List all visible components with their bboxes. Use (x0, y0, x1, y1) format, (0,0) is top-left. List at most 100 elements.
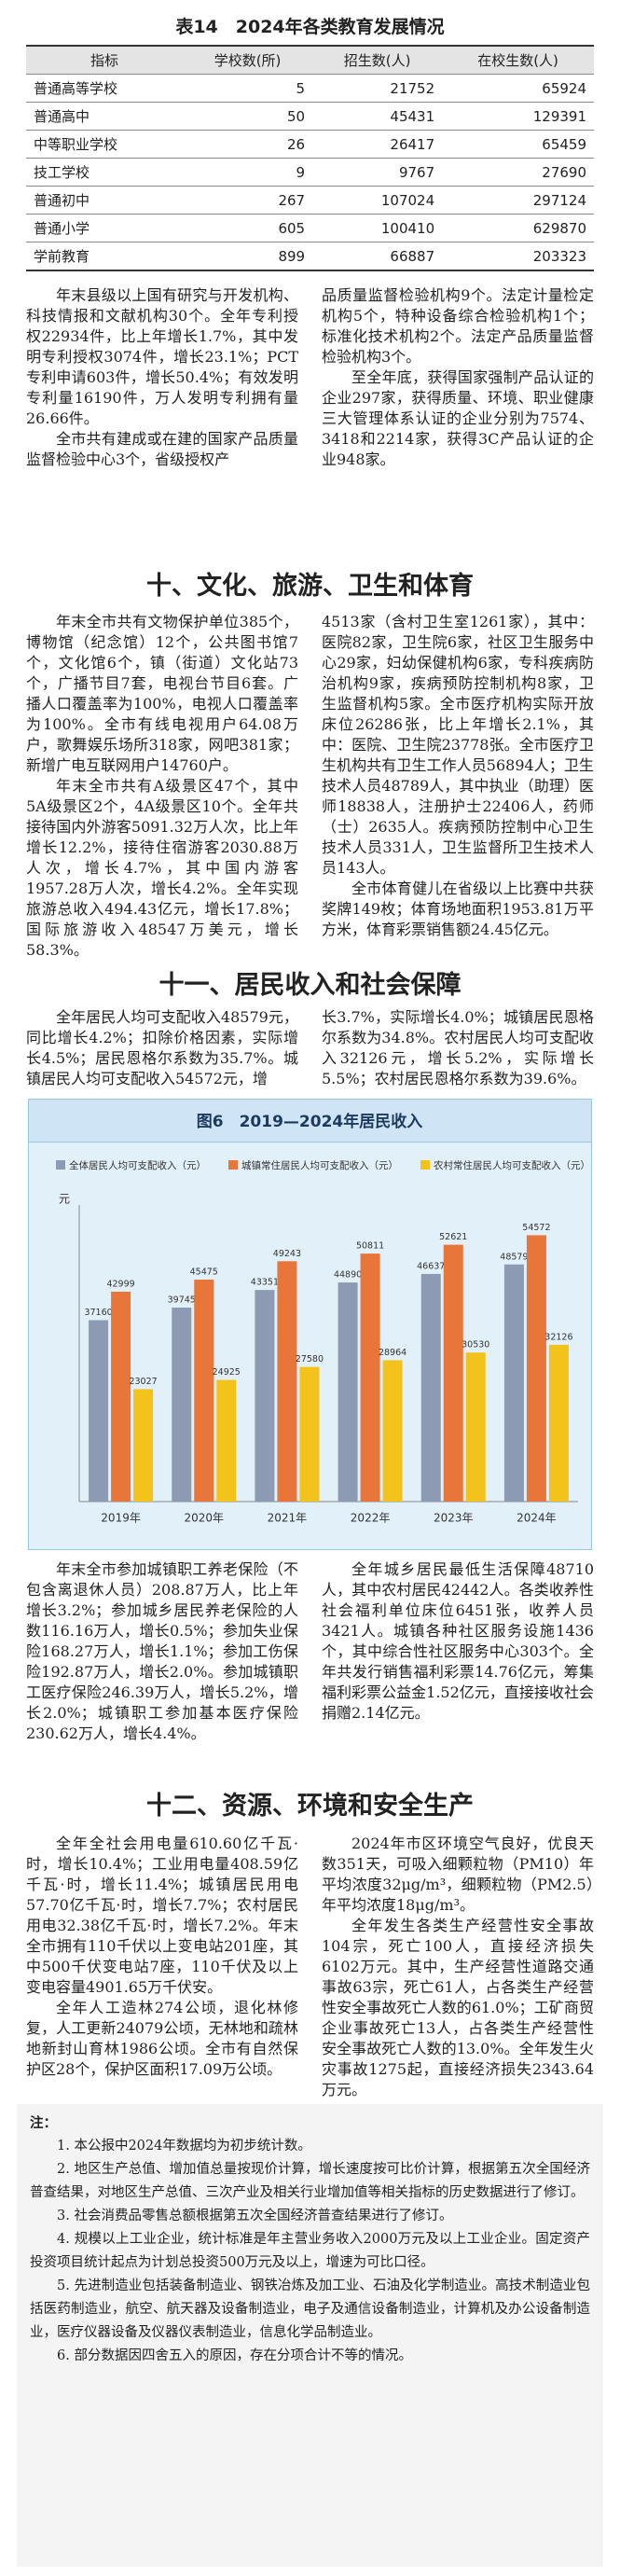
text-column: 年末全市参加城镇职工养老保险（不包含离退休人员）208.87万人，比上年增长3.… (26, 1559, 298, 1744)
legend-label: 城镇常住居民人均可支配收入（元） (241, 1159, 398, 1171)
table-cell: 9767 (312, 158, 443, 187)
bar (216, 1379, 237, 1502)
note-item: 6. 部分数据因四舍五入的原因，存在分项合计不等的情况。 (57, 2348, 412, 2363)
section-heading: 十二、资源、环境和安全生产 (146, 1792, 474, 1821)
value-label: 50811 (356, 1241, 384, 1252)
paragraph: 全年全社会用电量610.60亿千瓦·时，增长10.4%；工业用电量408.59亿… (26, 1835, 298, 1996)
table-cell: 45431 (312, 102, 443, 131)
text-block: 年末县级以上国有研究与开发机构、科技情报和文献机构30个。全年专利授权22934… (26, 285, 594, 556)
value-label: 52621 (439, 1232, 467, 1242)
legend-swatch (420, 1160, 430, 1170)
paragraph: 品质量监督检验机构9个。法定计量检定机构5个，特种设备综合检验机构1个；标准化技… (322, 286, 594, 366)
note-item: 5. 先进制造业包括装备制造业、钢铁冶炼及加工业、石油及化学制造业。高技术制造业… (30, 2278, 590, 2340)
table-cell: 26417 (312, 130, 443, 159)
header-row: 指标 学校数(所) 招生数(人) 在校生数(人) (26, 45, 594, 75)
value-label: 32126 (544, 1332, 572, 1342)
value-label: 30530 (462, 1340, 489, 1350)
table-cell: 普通初中 (26, 186, 184, 215)
table-cell: 100410 (312, 214, 443, 242)
bar (255, 1290, 275, 1502)
value-label: 54572 (522, 1223, 550, 1233)
text-column: 2024年市区环境空气良好，优良天数351天，可吸入细颗粒物（PM10）年平均浓… (322, 1834, 594, 2098)
note-item: 1. 本公报中2024年数据均为初步统计数。 (57, 2139, 311, 2154)
notes: 注： 1. 本公报中2024年数据均为初步统计数。 2. 地区生产总值、增加值总量按… (17, 2104, 603, 2567)
text-column: 年末县级以上国有研究与开发机构、科技情报和文献机构30个。全年专利授权22934… (26, 285, 298, 470)
value-label: 46637 (417, 1261, 445, 1271)
table-title: 表14 2024年各类教育发展情况 (175, 17, 445, 37)
table-row: 普通小学 605 100410 629870 (26, 214, 594, 242)
table-cell: 5 (183, 74, 313, 103)
legend-swatch (56, 1160, 65, 1170)
text-block: 全年居民人均可支配收入48579元，同比增长4.2%；扣除价格因素，实际增长4.… (26, 1007, 594, 1093)
table-cell: 26 (183, 130, 313, 159)
table-cell: 27690 (442, 158, 594, 187)
y-axis-label: 元 (59, 1193, 70, 1206)
table-row: 普通初中 267 107024 297124 (26, 186, 594, 215)
column-header: 在校生数(人) (442, 45, 594, 75)
value-label: 24925 (213, 1367, 241, 1378)
text-column: 长3.7%，实际增长4.0%；城镇居民恩格尔系数为34.8%。农村居民人均可支配… (322, 1007, 594, 1089)
text-column: 年末全市共有文物保护单位385个，博物馆（纪念馆）12个，公共图书馆7个，文化馆… (26, 612, 298, 959)
column-header: 学校数(所) (183, 45, 313, 75)
table-cell: 899 (183, 242, 313, 271)
text-column: 全年全社会用电量610.60亿千瓦·时，增长10.4%；工业用电量408.59亿… (26, 1834, 298, 2080)
table-cell: 297124 (442, 186, 594, 215)
text-block: 年末全市共有文物保护单位385个，博物馆（纪念馆）12个，公共图书馆7个，文化馆… (26, 612, 594, 959)
value-label: 39745 (168, 1295, 196, 1306)
value-label: 44890 (334, 1270, 362, 1281)
notes-title: 注： (30, 2115, 57, 2131)
table-cell: 普通高等学校 (26, 74, 184, 103)
table-cell: 普通小学 (26, 214, 184, 242)
bar (526, 1235, 546, 1502)
paragraph: 全年居民人均可支配收入48579元，同比增长4.2%；扣除价格因素，实际增长4.… (26, 1008, 298, 1087)
bar (277, 1261, 297, 1502)
bar (111, 1291, 131, 1502)
table-cell: 267 (183, 186, 313, 215)
bar (420, 1273, 441, 1502)
x-tick-label: 2019年 (101, 1512, 141, 1525)
value-label: 27580 (296, 1354, 324, 1364)
column-header: 指标 (26, 45, 184, 75)
bar (548, 1344, 569, 1502)
x-tick-label: 2020年 (184, 1512, 224, 1525)
value-label: 42999 (106, 1279, 134, 1289)
text-block: 全年全社会用电量610.60亿千瓦·时，增长10.4%；工业用电量408.59亿… (26, 1834, 594, 2098)
column-header: 招生数(人) (312, 45, 443, 75)
value-label: 23027 (129, 1377, 157, 1387)
value-label: 45475 (190, 1267, 218, 1278)
x-tick-label: 2022年 (351, 1512, 391, 1525)
text-column: 全年城乡居民最低生活保障48710人，其中农村居民42442人。各类收养性社会福… (322, 1559, 594, 1724)
x-tick-label: 2021年 (268, 1512, 308, 1525)
table-cell: 107024 (312, 186, 443, 215)
table-cell: 技工学校 (26, 158, 184, 187)
table-row: 普通高等学校 5 21752 65924 (26, 74, 594, 103)
table-cell: 129391 (442, 102, 594, 131)
chart-title-bar (28, 1099, 592, 1143)
text-column: 4513家（含村卫生室1261家），其中：医院82家，卫生院6家，社区卫生服务中… (322, 612, 594, 940)
note-item: 2. 地区生产总值、增加值总量按现价计算，增长速度按可比价计算，根据第五次全国经… (30, 2162, 590, 2200)
paragraph: 年末全市参加城镇职工养老保险（不包含离退休人员）208.87万人，比上年增长3.… (26, 1560, 298, 1742)
paragraph: 年末县级以上国有研究与开发机构、科技情报和文献机构30个。全年专利授权22934… (26, 286, 298, 427)
text-block: 年末全市参加城镇职工养老保险（不包含离退休人员）208.87万人，比上年增长3.… (26, 1559, 594, 1778)
bar (89, 1320, 109, 1502)
table-cell: 203323 (442, 242, 594, 271)
legend-label: 农村常住居民人均可支配收入（元） (434, 1159, 590, 1171)
bar (465, 1352, 486, 1502)
bar (382, 1360, 403, 1502)
text-column: 品质量监督检验机构9个。法定计量检定机构5个，特种设备综合检验机构1个；标准化技… (322, 285, 594, 470)
note-item: 3. 社会消费品零售总额根据第五次全国经济普查结果进行了修订。 (57, 2209, 453, 2223)
bar (443, 1244, 463, 1502)
paragraph: 全年发生各类生产经营性安全事故104宗，死亡100人，直接经济损失6102万元。… (322, 1917, 594, 2098)
bar (503, 1264, 524, 1502)
table-cell: 9 (183, 158, 313, 187)
table-row: 中等职业学校 26 26417 65459 (26, 130, 594, 159)
table-cell: 50 (183, 102, 313, 131)
paragraph: 全年人工造林274公顷，退化林修复，人工更新24079公顷，无林地和疏林地新封山… (26, 1999, 298, 2078)
section-heading: 十一、居民收入和社会保障 (158, 971, 462, 1000)
value-label: 28964 (379, 1348, 406, 1358)
bar (172, 1308, 192, 1502)
paragraph: 全年城乡居民最低生活保障48710人，其中农村居民42442人。各类收养性社会福… (322, 1560, 594, 1722)
text-column: 全年居民人均可支配收入48579元，同比增长4.2%；扣除价格因素，实际增长4.… (26, 1007, 298, 1089)
table-cell: 629870 (442, 214, 594, 242)
